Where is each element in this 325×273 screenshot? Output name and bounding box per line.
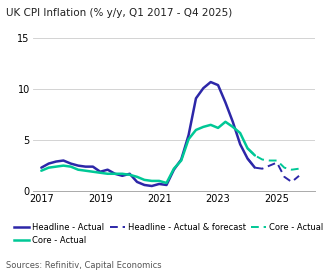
Text: Sources: Refinitiv, Capital Economics: Sources: Refinitiv, Capital Economics: [6, 261, 162, 270]
Text: UK CPI Inflation (% y/y, Q1 2017 - Q4 2025): UK CPI Inflation (% y/y, Q1 2017 - Q4 20…: [6, 8, 233, 18]
Legend: Headline - Actual, Core - Actual, Headline - Actual & forecast, Core - Actual & : Headline - Actual, Core - Actual, Headli…: [14, 223, 325, 245]
